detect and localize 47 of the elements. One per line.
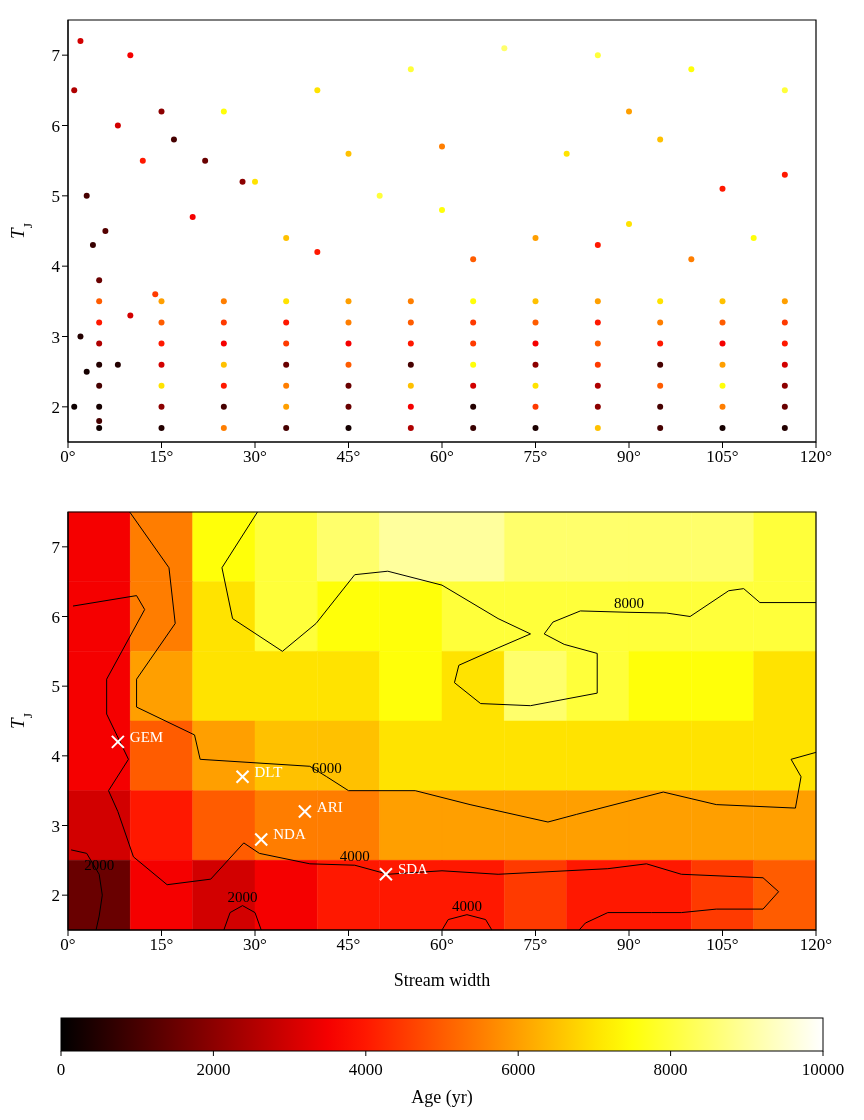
y-tick-label: 7 <box>51 537 61 557</box>
x-tick-label: 105° <box>706 447 739 467</box>
y-tick-label: 3 <box>51 816 60 836</box>
x-tick-label: 120° <box>799 935 833 955</box>
x-tick-label: 120° <box>799 447 833 467</box>
x-tick-label: 0° <box>60 447 76 467</box>
annotation: GEM <box>129 728 164 745</box>
annotation: 2000 <box>227 888 258 905</box>
x-tick-label: 15° <box>149 935 174 955</box>
y-tick-label: 7 <box>51 46 61 66</box>
y-tick-label: 6 <box>51 116 60 136</box>
annotation: 4000 <box>339 848 370 865</box>
x-axis-title: Stream width <box>393 970 491 990</box>
annotation: ARI <box>316 798 343 815</box>
y-tick-label: 3 <box>51 327 60 347</box>
color-bar-label: 0 <box>56 1060 66 1079</box>
y-tick-label: 5 <box>51 186 60 206</box>
x-tick-label: 45° <box>336 447 361 467</box>
annotation: 8000 <box>614 595 644 612</box>
x-tick-label: 30° <box>243 935 267 955</box>
color-bar-label: 2000 <box>196 1060 231 1079</box>
color-bar-label: 8000 <box>653 1060 688 1079</box>
x-tick-label: 30° <box>243 447 267 467</box>
y-tick-label: 4 <box>51 746 61 766</box>
y-tick-label: 2 <box>51 397 60 417</box>
color-bar-title: Age (yr) <box>411 1087 473 1108</box>
x-tick-label: 105° <box>706 935 739 955</box>
annotation: DLT <box>254 763 283 780</box>
x-tick-label: 45° <box>336 935 361 955</box>
x-tick-label: 15° <box>149 447 174 467</box>
x-tick-label: 60° <box>430 935 454 955</box>
x-tick-label: 90° <box>617 935 641 955</box>
y-tick-label: 6 <box>51 607 60 627</box>
y-tick-label: 4 <box>51 257 61 277</box>
x-tick-label: 75° <box>523 935 548 955</box>
x-tick-label: 90° <box>617 447 641 467</box>
annotation: 6000 <box>311 759 342 776</box>
x-tick-label: 0° <box>60 935 76 955</box>
x-tick-label: 60° <box>430 447 454 467</box>
color-bar-label: 4000 <box>348 1060 383 1079</box>
annotation: NDA <box>273 826 306 843</box>
color-bar-label: 6000 <box>501 1060 536 1079</box>
annotation: 4000 <box>451 897 482 914</box>
x-tick-label: 75° <box>523 447 548 467</box>
color-bar-label: 10000 <box>801 1060 845 1079</box>
y-tick-label: 5 <box>51 677 60 697</box>
y-tick-label: 2 <box>51 886 60 906</box>
